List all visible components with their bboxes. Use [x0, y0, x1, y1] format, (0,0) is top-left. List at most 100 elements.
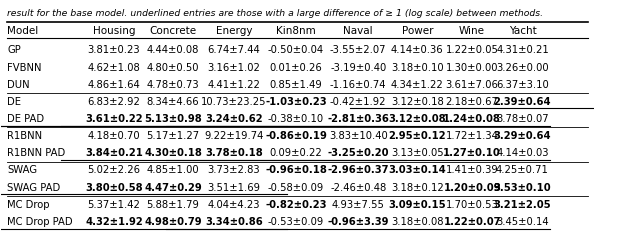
Text: 4.04±4.23: 4.04±4.23 [207, 200, 260, 210]
Text: 3.61±0.22: 3.61±0.22 [85, 114, 143, 124]
Text: 2.18±0.67: 2.18±0.67 [445, 97, 499, 107]
Text: -0.82±0.23: -0.82±0.23 [265, 200, 327, 210]
Text: 3.21±2.05: 3.21±2.05 [493, 200, 551, 210]
Text: 3.53±0.10: 3.53±0.10 [493, 183, 551, 193]
Text: -2.96±0.37: -2.96±0.37 [328, 165, 389, 175]
Text: Housing: Housing [93, 26, 135, 36]
Text: 4.31±0.21: 4.31±0.21 [496, 45, 549, 55]
Text: 3.26±0.00: 3.26±0.00 [496, 62, 548, 73]
Text: GP: GP [7, 45, 21, 55]
Text: Model: Model [7, 26, 38, 36]
Text: Energy: Energy [216, 26, 252, 36]
Text: 3.18±0.08: 3.18±0.08 [391, 217, 444, 227]
Text: 1.27±0.10: 1.27±0.10 [444, 148, 501, 158]
Text: 4.47±0.29: 4.47±0.29 [144, 183, 202, 193]
Text: -0.42±1.92: -0.42±1.92 [330, 97, 387, 107]
Text: 3.78±0.18: 3.78±0.18 [205, 148, 262, 158]
Text: 3.18±0.10: 3.18±0.10 [391, 62, 444, 73]
Text: Concrete: Concrete [150, 26, 196, 36]
Text: R1BNN PAD: R1BNN PAD [7, 148, 65, 158]
Text: 4.85±1.00: 4.85±1.00 [147, 165, 200, 175]
Text: 5.37±1.42: 5.37±1.42 [88, 200, 140, 210]
Text: 3.45±0.14: 3.45±0.14 [496, 217, 548, 227]
Text: 4.41±1.22: 4.41±1.22 [207, 80, 260, 90]
Text: 2.39±0.64: 2.39±0.64 [493, 97, 551, 107]
Text: 6.83±2.92: 6.83±2.92 [88, 97, 140, 107]
Text: -0.86±0.19: -0.86±0.19 [265, 131, 327, 141]
Text: Yacht: Yacht [509, 26, 536, 36]
Text: 0.09±0.22: 0.09±0.22 [269, 148, 323, 158]
Text: SWAG: SWAG [7, 165, 37, 175]
Text: 2.95±0.12: 2.95±0.12 [388, 131, 446, 141]
Text: 4.30±0.18: 4.30±0.18 [144, 148, 202, 158]
Text: 6.74±7.44: 6.74±7.44 [207, 45, 260, 55]
Text: 3.29±0.64: 3.29±0.64 [493, 131, 551, 141]
Text: 9.22±19.74: 9.22±19.74 [204, 131, 264, 141]
Text: 3.24±0.62: 3.24±0.62 [205, 114, 262, 124]
Text: MC Drop PAD: MC Drop PAD [7, 217, 73, 227]
Text: 1.22±0.07: 1.22±0.07 [444, 217, 501, 227]
Text: -3.25±0.20: -3.25±0.20 [328, 148, 389, 158]
Text: 1.24±0.08: 1.24±0.08 [444, 114, 501, 124]
Text: 4.80±0.50: 4.80±0.50 [147, 62, 199, 73]
Text: DUN: DUN [7, 80, 30, 90]
Text: -2.81±0.36: -2.81±0.36 [327, 114, 389, 124]
Text: 6.37±3.10: 6.37±3.10 [496, 80, 549, 90]
Text: 1.70±0.53: 1.70±0.53 [446, 200, 499, 210]
Text: 4.62±1.08: 4.62±1.08 [88, 62, 140, 73]
Text: -0.96±3.39: -0.96±3.39 [328, 217, 389, 227]
Text: 0.01±0.26: 0.01±0.26 [269, 62, 323, 73]
Text: DE PAD: DE PAD [7, 114, 44, 124]
Text: 3.13±0.05: 3.13±0.05 [391, 148, 444, 158]
Text: DE: DE [7, 97, 21, 107]
Text: 3.84±0.21: 3.84±0.21 [85, 148, 143, 158]
Text: -0.96±0.18: -0.96±0.18 [265, 165, 327, 175]
Text: Naval: Naval [343, 26, 373, 36]
Text: 8.34±4.66: 8.34±4.66 [147, 97, 200, 107]
Text: 3.16±1.02: 3.16±1.02 [207, 62, 260, 73]
Text: 5.13±0.98: 5.13±0.98 [144, 114, 202, 124]
Text: 3.73±2.83: 3.73±2.83 [207, 165, 260, 175]
Text: 4.98±0.79: 4.98±0.79 [144, 217, 202, 227]
Text: 5.17±1.27: 5.17±1.27 [147, 131, 200, 141]
Text: 0.85±1.49: 0.85±1.49 [269, 80, 323, 90]
Text: FVBNN: FVBNN [7, 62, 42, 73]
Text: 1.30±0.00: 1.30±0.00 [446, 62, 499, 73]
Text: 10.73±23.25: 10.73±23.25 [201, 97, 266, 107]
Text: -3.55±2.07: -3.55±2.07 [330, 45, 387, 55]
Text: 4.44±0.08: 4.44±0.08 [147, 45, 199, 55]
Text: SWAG PAD: SWAG PAD [7, 183, 61, 193]
Text: 4.25±0.71: 4.25±0.71 [496, 165, 549, 175]
Text: result for the base model. underlined entries are those with a large difference : result for the base model. underlined en… [7, 8, 543, 18]
Text: 4.78±0.73: 4.78±0.73 [147, 80, 200, 90]
Text: 3.09±0.15: 3.09±0.15 [388, 200, 446, 210]
Text: -2.46±0.48: -2.46±0.48 [330, 183, 387, 193]
Text: 3.81±0.23: 3.81±0.23 [88, 45, 140, 55]
Text: R1BNN: R1BNN [7, 131, 42, 141]
Text: 3.03±0.14: 3.03±0.14 [388, 165, 446, 175]
Text: 4.34±1.22: 4.34±1.22 [391, 80, 444, 90]
Text: 4.32±1.92: 4.32±1.92 [85, 217, 143, 227]
Text: Power: Power [402, 26, 433, 36]
Text: 1.41±0.39: 1.41±0.39 [446, 165, 499, 175]
Text: 3.18±0.12: 3.18±0.12 [391, 183, 444, 193]
Text: 3.12±0.18: 3.12±0.18 [391, 97, 444, 107]
Text: 1.20±0.09: 1.20±0.09 [444, 183, 501, 193]
Text: -0.58±0.09: -0.58±0.09 [268, 183, 324, 193]
Text: 4.18±0.70: 4.18±0.70 [88, 131, 140, 141]
Text: Wine: Wine [459, 26, 485, 36]
Text: 1.72±1.34: 1.72±1.34 [445, 131, 499, 141]
Text: 4.93±7.55: 4.93±7.55 [332, 200, 385, 210]
Text: 3.61±7.06: 3.61±7.06 [445, 80, 499, 90]
Text: 3.80±0.58: 3.80±0.58 [85, 183, 143, 193]
Text: MC Drop: MC Drop [7, 200, 50, 210]
Text: 5.02±2.26: 5.02±2.26 [88, 165, 140, 175]
Text: -0.50±0.04: -0.50±0.04 [268, 45, 324, 55]
Text: Kin8nm: Kin8nm [276, 26, 316, 36]
Text: 4.86±1.64: 4.86±1.64 [88, 80, 140, 90]
Text: 3.12±0.08: 3.12±0.08 [388, 114, 446, 124]
Text: 3.34±0.86: 3.34±0.86 [205, 217, 262, 227]
Text: 1.22±0.05: 1.22±0.05 [445, 45, 499, 55]
Text: 5.88±1.79: 5.88±1.79 [147, 200, 200, 210]
Text: 3.78±0.07: 3.78±0.07 [496, 114, 548, 124]
